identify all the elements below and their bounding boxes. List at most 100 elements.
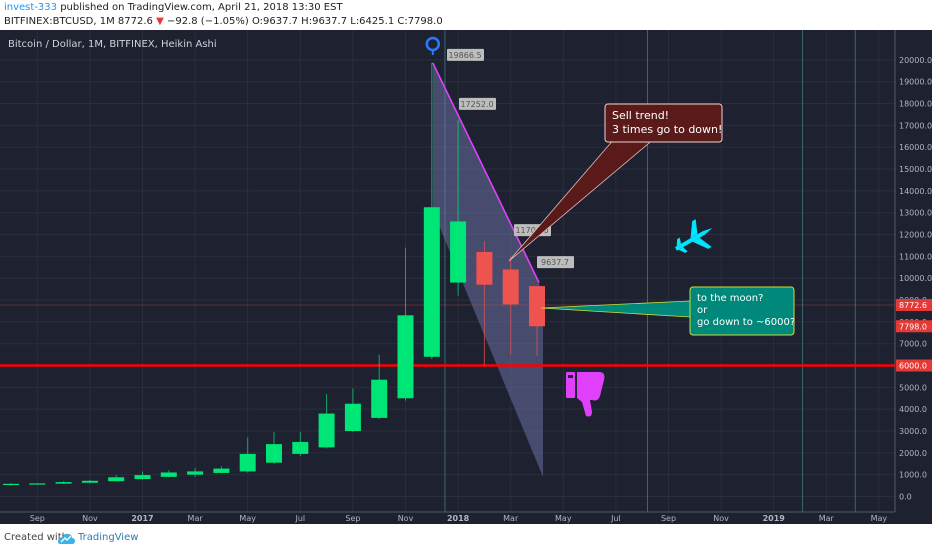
axis-marker-label: 6000.0	[899, 362, 927, 371]
candle-body	[502, 269, 519, 305]
y-tick-label: 15000.0	[899, 165, 932, 174]
x-tick-label: Nov	[82, 514, 98, 523]
chart-pane[interactable]: 19866.5 17252.0 11700.0 9637.7 Sell trend! 3…	[0, 30, 932, 524]
candle-body	[529, 286, 545, 327]
y-tick-label: 16000.0	[899, 143, 932, 152]
price-label: 9637.7	[541, 258, 569, 267]
last-price: 8772.6	[117, 16, 153, 27]
y-tick-label: 17000.0	[899, 121, 932, 130]
price-axis[interactable]: 0.0 1000.0 2000.0 3000.0 4000.0 5000.0 6000.0 7…	[894, 30, 932, 524]
x-tick-label: 2018	[447, 514, 470, 523]
author-link[interactable]: invest-333	[4, 2, 58, 13]
annotations: Sell trend!3 times go to down! to the moo…	[508, 103, 795, 336]
symbol-label: BITFINEX:BTCUSD, 1M	[4, 16, 115, 27]
candle-body	[371, 379, 388, 418]
publish-line: invest-333 published on TradingView.com,…	[4, 2, 343, 13]
x-tick-label: 2019	[763, 514, 786, 523]
price-label-box	[459, 97, 496, 110]
x-tick-label: Sep	[30, 514, 45, 523]
y-tick-label: 1000.0	[899, 471, 927, 480]
x-tick-label: May	[871, 514, 888, 523]
price-label-box	[537, 256, 574, 269]
candle-body	[29, 483, 46, 485]
grid	[0, 30, 895, 512]
x-tick-label: Mar	[503, 514, 519, 523]
x-tick-label: Mar	[188, 514, 204, 523]
x-tick-label: Sep	[345, 514, 360, 523]
x-tick-label: Jul	[610, 514, 621, 523]
y-tick-label: 20000.0	[899, 56, 932, 65]
plane-wing-top	[690, 219, 698, 239]
plane-tail	[676, 237, 688, 253]
thumb-hand	[577, 372, 605, 417]
price-change: −92.8 (−1.05%)	[166, 16, 249, 27]
y-tick-label: 13000.0	[899, 209, 932, 218]
price-label: 19866.5	[448, 51, 481, 60]
candle-body	[239, 453, 256, 472]
y-tick-label: 10000.0	[899, 274, 932, 283]
candle-body	[450, 221, 467, 283]
x-tick-label: May	[555, 514, 572, 523]
candle-body	[476, 252, 493, 285]
time-axis[interactable]: Sep Nov 2017 Mar May Jul Sep Nov 2018 Mar May Jul Se…	[0, 511, 895, 523]
peak-pin-ring	[425, 36, 441, 52]
y-tick-label: 2000.0	[899, 449, 927, 458]
airplane-icon	[674, 219, 713, 253]
candle-body	[344, 403, 361, 432]
candle-body	[213, 468, 230, 473]
candle-body	[81, 480, 98, 483]
y-tick-label: 18000.0	[899, 100, 932, 109]
x-tick-label: Nov	[713, 514, 729, 523]
y-tick-label: 0.0	[899, 493, 912, 502]
y-tick-label: 7000.0	[899, 340, 927, 349]
candle-body	[108, 477, 125, 482]
x-tick-label: Nov	[398, 514, 414, 523]
candles	[3, 62, 545, 486]
chart-header: invest-333 published on TradingView.com,…	[0, 0, 932, 30]
sell-callout-box	[604, 103, 723, 143]
x-tick-label: Jul	[294, 514, 305, 523]
candle-body	[266, 444, 282, 463]
tradingview-logo-icon	[58, 533, 75, 544]
trend-line	[432, 62, 540, 283]
price-axis-bg	[895, 30, 932, 524]
candle-body	[134, 475, 151, 480]
candle-body	[187, 471, 204, 475]
axis-marker-box	[896, 298, 932, 311]
icons	[566, 219, 713, 417]
thumbs-down-icon	[566, 372, 605, 417]
candle-body	[318, 413, 335, 448]
x-tick-label: May	[239, 514, 256, 523]
published-text: published on TradingView.com, April 21, …	[60, 2, 343, 13]
x-tick-label: 2017	[131, 514, 153, 523]
down-arrow-icon: ▼	[156, 16, 164, 27]
plane-body	[674, 228, 713, 251]
thumb-cuff	[566, 372, 575, 398]
tradingview-brand[interactable]: TradingView	[78, 532, 139, 543]
candle-body	[160, 472, 177, 477]
x-tick-label: Sep	[661, 514, 676, 523]
candle-body	[3, 483, 19, 486]
candle-body	[397, 315, 414, 399]
x-tick-label: Mar	[819, 514, 835, 523]
chart-footer: Created with TradingView	[0, 528, 932, 550]
moon-callout-text: to the moon?	[697, 293, 763, 304]
y-tick-label: 14000.0	[899, 187, 932, 196]
y-tick-label: 3000.0	[899, 427, 927, 436]
axis-marker-box	[896, 320, 932, 333]
y-tick-label: 12000.0	[899, 231, 932, 240]
y-tick-label: 4000.0	[899, 405, 927, 414]
symbol-line: BITFINEX:BTCUSD, 1M 8772.6 ▼ −92.8 (−1.0…	[4, 16, 443, 27]
sell-callout-text: 3 times go to down!	[612, 123, 722, 136]
y-tick-label: 11000.0	[899, 252, 932, 261]
peak-pin-icon	[425, 36, 441, 55]
created-with-text: Created with	[4, 532, 68, 543]
price-label: 17252.0	[460, 100, 493, 109]
candle-body	[292, 441, 309, 454]
axis-marker-label: 7798.0	[899, 322, 927, 331]
moon-callout-text: or	[697, 305, 708, 316]
chart-title: Bitcoin / Dollar, 1M, BITFINEX, Heikin A…	[8, 39, 217, 50]
sell-callout-text: Sell trend!	[612, 109, 669, 122]
axis-marker-box	[896, 359, 932, 372]
